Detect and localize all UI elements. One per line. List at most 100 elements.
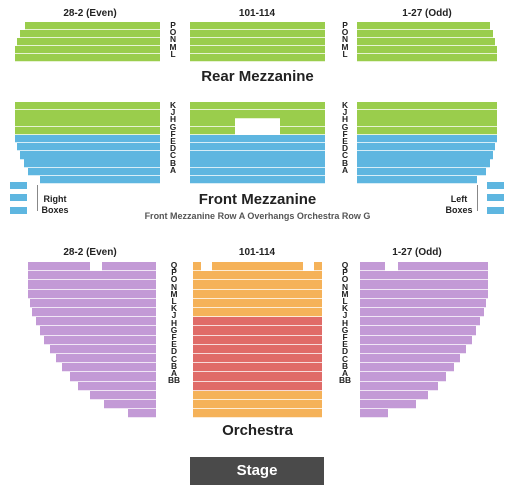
seat-row[interactable]	[56, 354, 156, 364]
seat-row[interactable]	[190, 143, 325, 152]
seat-row[interactable]	[28, 271, 156, 281]
seat-row[interactable]	[357, 159, 490, 168]
seat-row[interactable]	[360, 280, 488, 290]
seat-row[interactable]	[190, 22, 325, 31]
seat-row[interactable]	[357, 38, 495, 47]
seat-row[interactable]	[360, 409, 388, 419]
seat-row[interactable]	[357, 167, 486, 176]
seat-row[interactable]	[193, 280, 322, 290]
seat-row[interactable]	[398, 262, 488, 272]
seat-row[interactable]	[190, 175, 325, 185]
left-box-2[interactable]	[487, 194, 504, 201]
seat-row[interactable]	[44, 335, 156, 345]
seat-row[interactable]	[357, 134, 497, 144]
seat-row[interactable]	[357, 30, 493, 39]
seat-row[interactable]	[357, 126, 497, 135]
seat-row[interactable]	[357, 175, 477, 185]
seat-row[interactable]	[357, 151, 493, 160]
seat-row[interactable]	[360, 271, 488, 281]
seat-row[interactable]	[40, 326, 156, 336]
seat-row[interactable]	[78, 381, 156, 391]
seat-row[interactable]	[193, 363, 322, 373]
seat-row[interactable]	[360, 400, 416, 410]
seat-row[interactable]	[190, 118, 235, 127]
seat-row[interactable]	[20, 30, 160, 39]
seat-row[interactable]	[280, 118, 325, 127]
seat-row[interactable]	[90, 390, 156, 400]
seat-row[interactable]	[360, 344, 466, 354]
seat-row[interactable]	[15, 102, 160, 111]
seat-row[interactable]	[28, 289, 156, 299]
right-box-1[interactable]	[10, 182, 27, 189]
seat-row[interactable]	[28, 262, 90, 272]
seat-row[interactable]	[190, 110, 325, 119]
seat-row[interactable]	[360, 381, 438, 391]
seat-row[interactable]	[32, 308, 156, 318]
seat-row[interactable]	[193, 335, 322, 345]
seat-row[interactable]	[357, 143, 495, 152]
seat-row[interactable]	[193, 344, 322, 354]
seat-row[interactable]	[15, 46, 160, 55]
seat-row[interactable]	[15, 134, 160, 144]
seat-row[interactable]	[15, 118, 160, 127]
seat-row[interactable]	[28, 280, 156, 290]
seat-row[interactable]	[193, 298, 322, 308]
seat-row[interactable]	[360, 308, 484, 318]
seat-row[interactable]	[193, 262, 201, 272]
seat-row[interactable]	[360, 372, 446, 382]
seat-row[interactable]	[24, 159, 160, 168]
seat-row[interactable]	[360, 298, 486, 308]
seat-row[interactable]	[15, 126, 160, 135]
seat-row[interactable]	[357, 22, 490, 31]
seat-row[interactable]	[40, 175, 160, 185]
seat-row[interactable]	[190, 134, 325, 144]
seat-row[interactable]	[357, 102, 497, 111]
seat-row[interactable]	[190, 151, 325, 160]
seat-row[interactable]	[360, 354, 460, 364]
seat-row[interactable]	[193, 326, 322, 336]
seat-row[interactable]	[193, 409, 322, 419]
seat-row[interactable]	[190, 126, 235, 135]
seat-row[interactable]	[357, 118, 497, 127]
seat-row[interactable]	[193, 372, 322, 382]
seat-row[interactable]	[193, 390, 322, 400]
seat-row[interactable]	[360, 363, 454, 373]
seat-row[interactable]	[190, 159, 325, 168]
seat-row[interactable]	[193, 308, 322, 318]
seat-row[interactable]	[25, 22, 160, 31]
seat-row[interactable]	[104, 400, 156, 410]
seat-row[interactable]	[360, 289, 488, 299]
seat-row[interactable]	[190, 38, 325, 47]
seat-row[interactable]	[212, 262, 303, 272]
seat-row[interactable]	[190, 30, 325, 39]
seat-row[interactable]	[20, 151, 160, 160]
seat-row[interactable]	[193, 400, 322, 410]
seat-row[interactable]	[193, 271, 322, 281]
seat-row[interactable]	[17, 143, 160, 152]
seat-row[interactable]	[190, 167, 325, 176]
left-box-1[interactable]	[487, 182, 504, 189]
right-box-2[interactable]	[10, 194, 27, 201]
right-box-3[interactable]	[10, 207, 27, 214]
seat-row[interactable]	[70, 372, 156, 382]
seat-row[interactable]	[193, 354, 322, 364]
seat-row[interactable]	[314, 262, 322, 272]
seat-row[interactable]	[17, 38, 160, 47]
left-box-3[interactable]	[487, 207, 504, 214]
seat-row[interactable]	[360, 390, 428, 400]
seat-row[interactable]	[280, 126, 325, 135]
seat-row[interactable]	[357, 54, 497, 63]
seat-row[interactable]	[193, 381, 322, 391]
seat-row[interactable]	[15, 110, 160, 119]
seat-row[interactable]	[360, 326, 476, 336]
seat-row[interactable]	[30, 298, 156, 308]
seat-row[interactable]	[357, 46, 497, 55]
seat-row[interactable]	[36, 317, 156, 327]
seat-row[interactable]	[190, 102, 325, 111]
seat-row[interactable]	[360, 317, 480, 327]
seat-row[interactable]	[15, 54, 160, 63]
seat-row[interactable]	[128, 409, 156, 419]
seat-row[interactable]	[190, 46, 325, 55]
seat-row[interactable]	[193, 317, 322, 327]
seat-row[interactable]	[62, 363, 156, 373]
